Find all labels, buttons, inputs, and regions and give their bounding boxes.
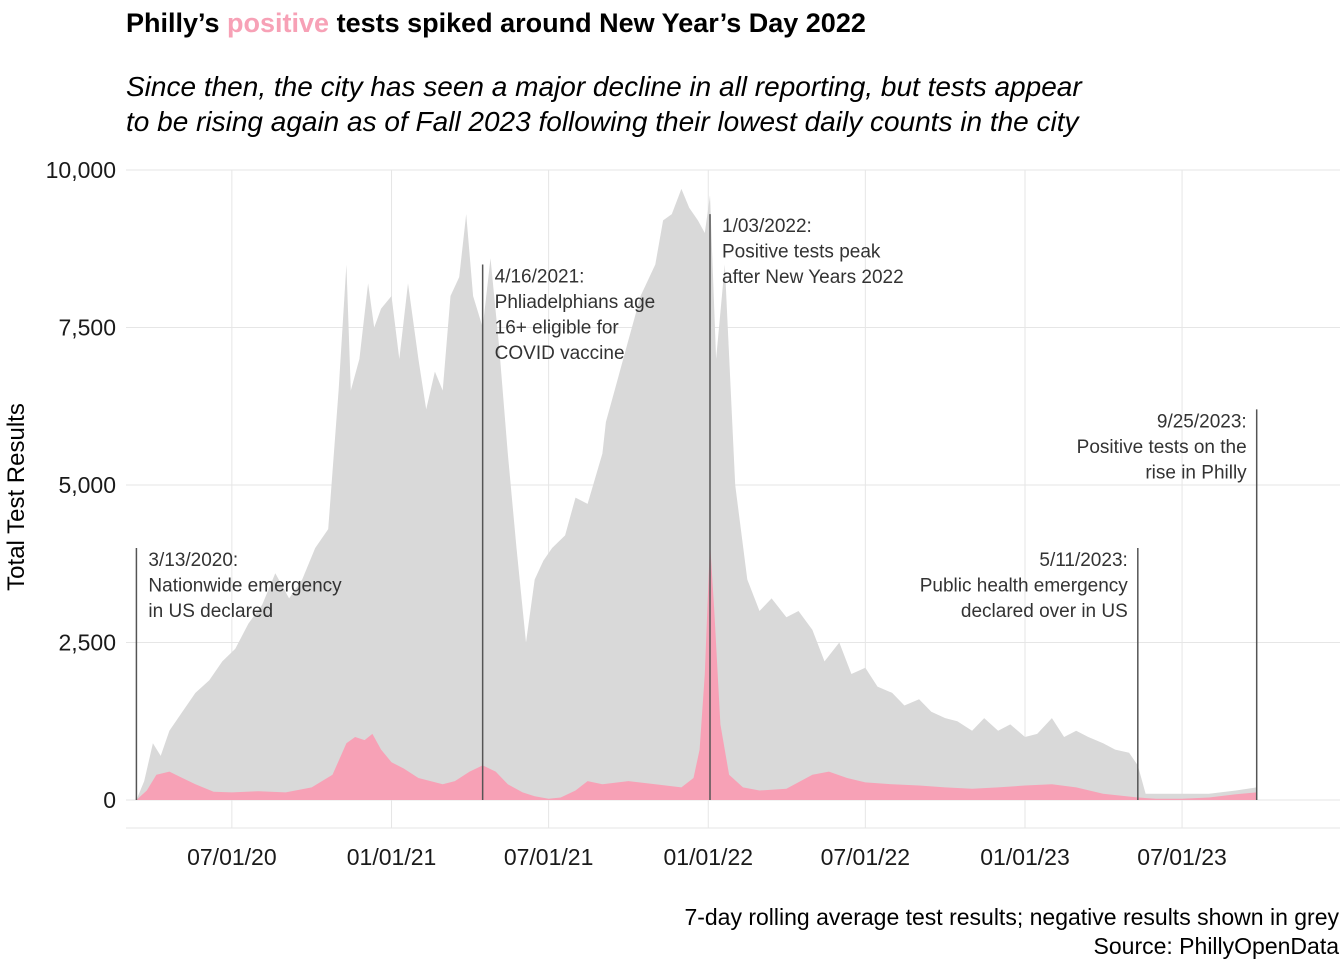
- y-tick-label-0: 0: [103, 787, 116, 813]
- title-highlight-positive: positive: [227, 8, 329, 38]
- caption-line-2: Source: PhillyOpenData: [1094, 933, 1340, 959]
- y-tick-label-3: 7,500: [58, 315, 116, 341]
- y-tick-label-2: 5,000: [58, 472, 116, 498]
- annotation-3-line-0: 5/11/2023:: [1039, 550, 1127, 571]
- x-tick-label-2: 07/01/21: [504, 844, 594, 870]
- annotation-4-line-1: Positive tests on the: [1077, 437, 1247, 458]
- chart-subtitle-line-1: Since then, the city has seen a major de…: [126, 71, 1083, 102]
- x-tick-label-5: 01/01/23: [980, 844, 1070, 870]
- area-total: [136, 188, 1257, 800]
- annotation-3-line-2: declared over in US: [961, 601, 1128, 622]
- x-tick-label-4: 07/01/22: [821, 844, 911, 870]
- title-part-1: Philly’s: [126, 8, 227, 38]
- x-tick-label-6: 07/01/23: [1137, 844, 1227, 870]
- annotation-3-line-1: Public health emergency: [920, 576, 1129, 597]
- annotation-1-line-3: COVID vaccine: [495, 343, 625, 364]
- title-part-3: tests spiked around New Year’s Day 2022: [329, 8, 866, 38]
- annotation-0-line-0: 3/13/2020:: [148, 550, 238, 571]
- annotation-1-line-0: 4/16/2021:: [495, 267, 585, 288]
- annotation-2-line-2: after New Years 2022: [722, 267, 904, 288]
- annotation-4-line-0: 9/25/2023:: [1157, 411, 1247, 432]
- y-axis-label: Total Test Results: [3, 403, 30, 591]
- area-series: [136, 188, 1257, 800]
- chart-subtitle-line-2: to be rising again as of Fall 2023 follo…: [126, 106, 1081, 137]
- caption-line-1: 7-day rolling average test results; nega…: [684, 904, 1339, 930]
- annotation-1-line-2: 16+ eligible for: [495, 318, 620, 339]
- annotation-4-line-2: rise in Philly: [1145, 462, 1247, 483]
- y-tick-label-4: 10,000: [46, 157, 116, 183]
- annotation-0-line-2: in US declared: [148, 601, 273, 622]
- x-tick-label-0: 07/01/20: [187, 844, 277, 870]
- y-tick-label-1: 2,500: [58, 630, 116, 656]
- axes: 0 2,500 5,000 7,500 10,000 07/01/20 01/01/21 07…: [46, 157, 1227, 870]
- x-tick-label-3: 01/01/22: [664, 844, 754, 870]
- chart-title: Philly’s positive tests spiked around Ne…: [126, 8, 866, 38]
- annotation-1-line-1: Phliadelphians age: [495, 292, 656, 313]
- annotation-2-line-0: 1/03/2022:: [722, 216, 812, 237]
- annotations: 3/13/2020: Nationwide emergency in US decl…: [135, 214, 1258, 800]
- annotation-2-line-1: Positive tests peak: [722, 242, 881, 263]
- x-tick-label-1: 01/01/21: [347, 844, 437, 870]
- annotation-0-line-1: Nationwide emergency: [148, 576, 342, 597]
